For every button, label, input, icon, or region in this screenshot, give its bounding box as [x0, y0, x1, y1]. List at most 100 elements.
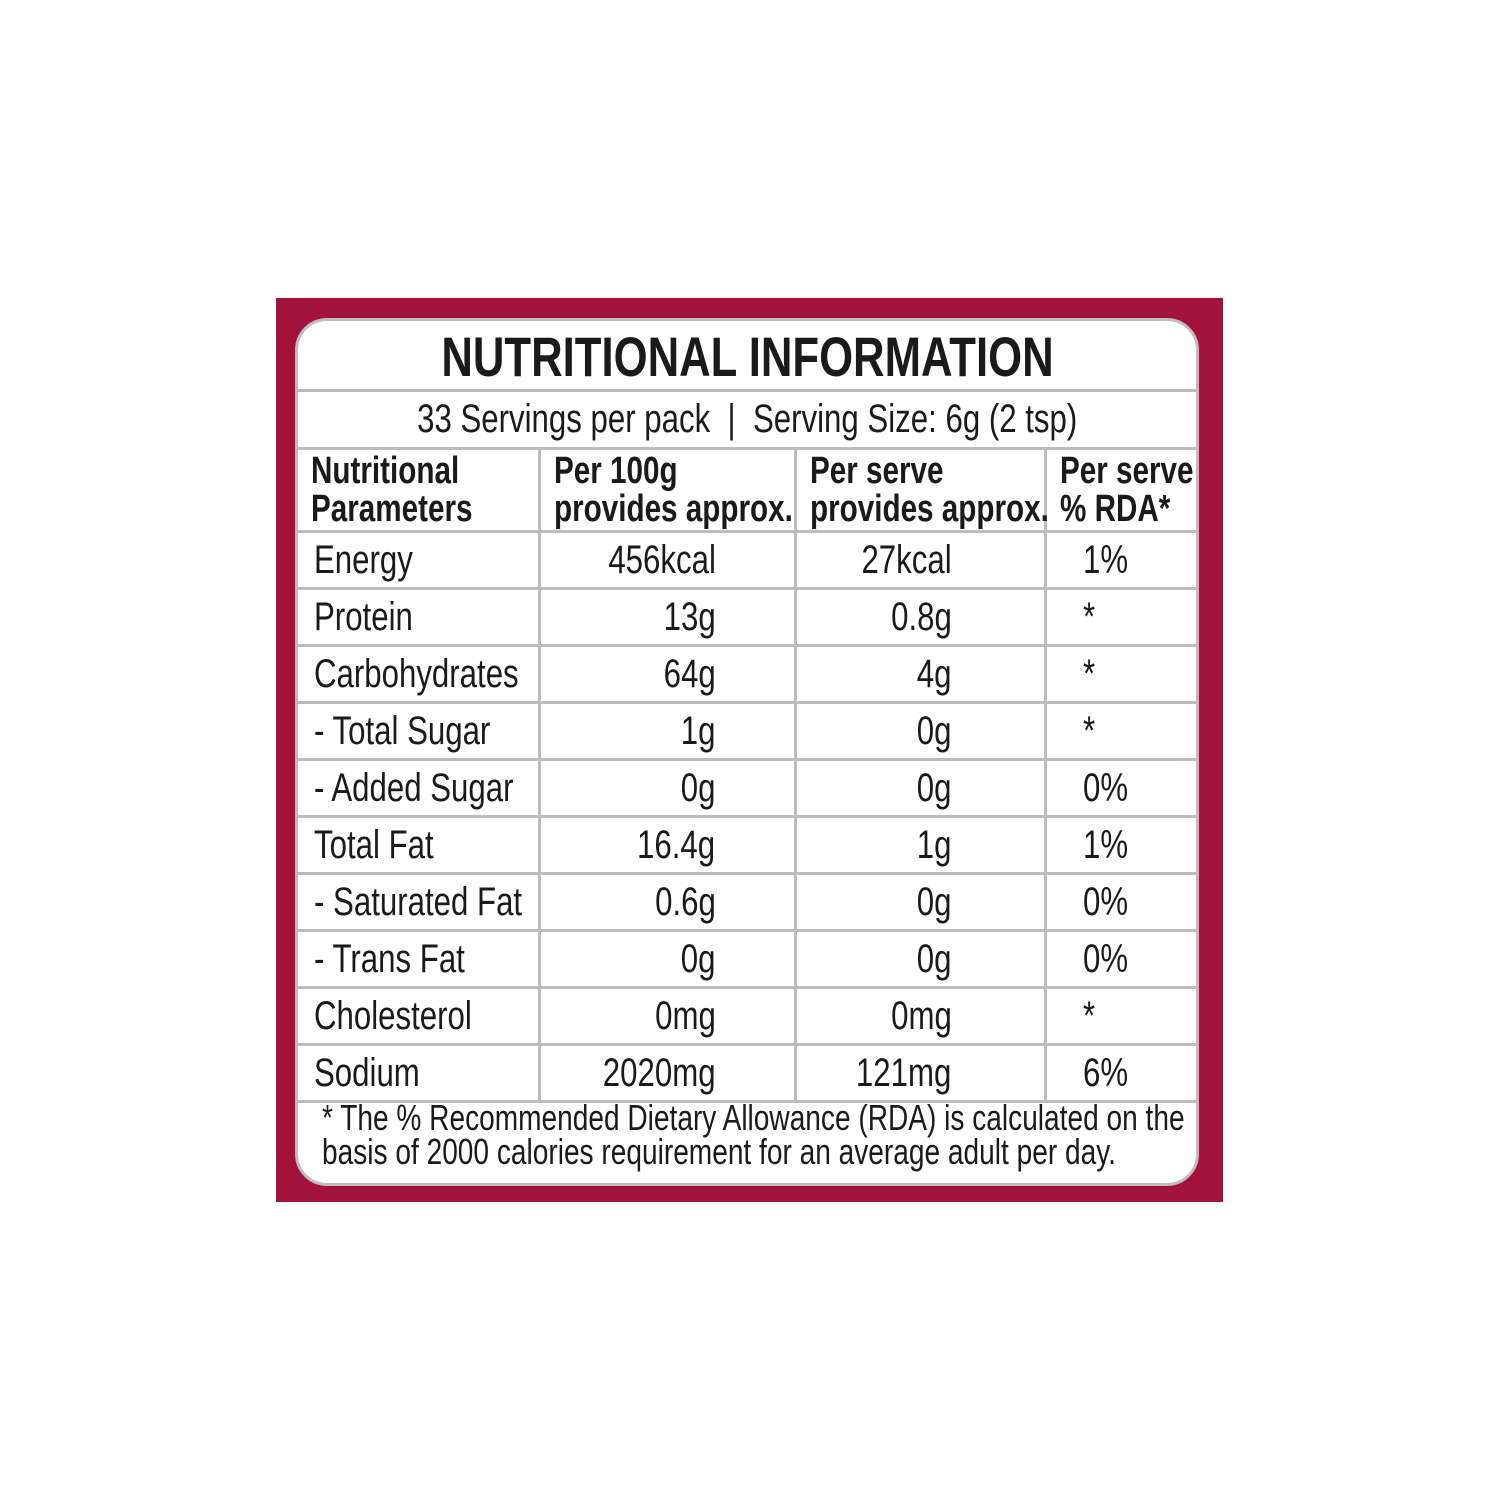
cell-text: Sodium	[314, 1050, 420, 1095]
cell-text: *	[1082, 708, 1095, 753]
table-cell: *	[1043, 986, 1196, 1046]
table-body: Energy 456kcal 27kcal 1% Protein 13g 0.8g * Carb…	[298, 530, 1196, 1103]
cell-text: 0.6g	[654, 879, 716, 924]
label-frame: NUTRITIONAL INFORMATION 33 Servings per …	[276, 298, 1223, 1202]
header-line: provides approx.	[809, 488, 1049, 530]
table-cell: 2020mg	[537, 1043, 797, 1103]
table-cell: *	[1043, 587, 1196, 647]
serving-info: 33 Servings per pack | Serving Size: 6g …	[298, 389, 1196, 450]
table-cell: 1g	[793, 815, 1047, 875]
title-text: NUTRITIONAL INFORMATION	[440, 325, 1054, 388]
cell-text: 1g	[680, 708, 716, 753]
header-line: Per serve	[1059, 450, 1194, 492]
cell-text: 13g	[663, 594, 716, 639]
table-cell: 0g	[793, 701, 1047, 761]
table-cell: 4g	[793, 644, 1047, 704]
table-cell: Protein	[298, 587, 541, 647]
header-line: Nutritional	[311, 450, 460, 492]
table-cell: 0g	[793, 929, 1047, 989]
cell-text: 0mg	[890, 993, 952, 1038]
table-cell: 1%	[1043, 815, 1196, 875]
header-cell: Per 100g provides approx.	[537, 447, 797, 533]
table-cell: 16.4g	[537, 815, 797, 875]
cell-text: 1%	[1082, 822, 1128, 867]
table-row: - Total Sugar 1g 0g *	[298, 701, 1196, 761]
table-cell: - Added Sugar	[298, 758, 541, 818]
table-cell: *	[1043, 644, 1196, 704]
table-cell: 0g	[537, 758, 797, 818]
cell-text: 0%	[1082, 765, 1128, 810]
cell-text: 0g	[916, 708, 952, 753]
header-line: % RDA*	[1059, 488, 1170, 530]
table-cell: - Saturated Fat	[298, 872, 541, 932]
table-cell: 27kcal	[793, 530, 1047, 590]
cell-text: Energy	[314, 537, 413, 582]
table-cell: 121mg	[793, 1043, 1047, 1103]
table-row: - Added Sugar 0g 0g 0%	[298, 758, 1196, 818]
table-cell: Sodium	[298, 1043, 541, 1103]
header-line: Per 100g	[553, 450, 678, 492]
title: NUTRITIONAL INFORMATION	[298, 327, 1196, 387]
table-cell: 6%	[1043, 1043, 1196, 1103]
cell-text: Total Fat	[314, 822, 434, 867]
cell-text: 16.4g	[637, 822, 716, 867]
label-panel: NUTRITIONAL INFORMATION 33 Servings per …	[295, 318, 1199, 1186]
table-cell: 456kcal	[537, 530, 797, 590]
header-text: Per 100g provides approx.	[554, 452, 793, 528]
cell-text: 0g	[680, 765, 716, 810]
table-cell: 0%	[1043, 872, 1196, 932]
cell-text: *	[1082, 993, 1095, 1038]
table-head: Nutritional Parameters Per 100g provides ap…	[298, 447, 1196, 533]
table-row: Total Fat 16.4g 1g 1%	[298, 815, 1196, 875]
cell-text: 0%	[1082, 936, 1128, 981]
cell-text: 1g	[916, 822, 952, 867]
cell-text: 0g	[680, 936, 716, 981]
header-row: Nutritional Parameters Per 100g provides ap…	[298, 447, 1196, 533]
table-cell: 64g	[537, 644, 797, 704]
cell-text: 0mg	[654, 993, 716, 1038]
cell-text: 0%	[1082, 879, 1128, 924]
cell-text: 6%	[1082, 1050, 1128, 1095]
cell-text: - Trans Fat	[314, 936, 465, 981]
table-cell: Cholesterol	[298, 986, 541, 1046]
cell-text: 64g	[663, 651, 716, 696]
cell-text: - Saturated Fat	[314, 879, 523, 924]
table-cell: 1g	[537, 701, 797, 761]
header-line: provides approx.	[553, 488, 793, 530]
cell-text: Cholesterol	[314, 993, 472, 1038]
servings: 33 Servings per pack	[416, 397, 711, 441]
table-cell: - Trans Fat	[298, 929, 541, 989]
nutrition-table: Nutritional Parameters Per 100g provides ap…	[298, 447, 1196, 1103]
cell-text: 2020mg	[602, 1050, 716, 1095]
table-row: Sodium 2020mg 121mg 6%	[298, 1043, 1196, 1103]
table-row: Protein 13g 0.8g *	[298, 587, 1196, 647]
header-cell: Per serve provides approx.	[793, 447, 1048, 533]
table-cell: 0.6g	[537, 872, 797, 932]
cell-text: Protein	[314, 594, 413, 639]
table-cell: Total Fat	[298, 815, 541, 875]
serving-text: 33 Servings per pack | Serving Size: 6g …	[416, 397, 1078, 441]
table-cell: Energy	[298, 530, 541, 590]
table-cell: - Total Sugar	[298, 701, 541, 761]
cell-text: 121mg	[856, 1050, 952, 1095]
cell-text: 0g	[916, 765, 952, 810]
footnote: * The % Recommended Dietary Allowance (R…	[322, 1100, 1196, 1170]
table-cell: 0%	[1043, 758, 1196, 818]
header-cell: Per serve% RDA*	[1043, 447, 1196, 533]
cell-text: 0g	[916, 936, 952, 981]
cell-text: - Total Sugar	[314, 708, 491, 753]
cell-text: 0.8g	[890, 594, 952, 639]
header-text: Nutritional Parameters	[311, 452, 472, 528]
serving-size: Serving Size: 6g (2 tsp)	[752, 397, 1078, 441]
header-line: Per serve	[809, 450, 944, 492]
table-cell: 1%	[1043, 530, 1196, 590]
cell-text: 0g	[916, 879, 952, 924]
table-cell: *	[1043, 701, 1196, 761]
table-row: Energy 456kcal 27kcal 1%	[298, 530, 1196, 590]
table-row: - Trans Fat 0g 0g 0%	[298, 929, 1196, 989]
table-cell: 0.8g	[793, 587, 1047, 647]
table-row: - Saturated Fat 0.6g 0g 0%	[298, 872, 1196, 932]
table-cell: 0g	[793, 758, 1047, 818]
table-cell: 0mg	[793, 986, 1047, 1046]
